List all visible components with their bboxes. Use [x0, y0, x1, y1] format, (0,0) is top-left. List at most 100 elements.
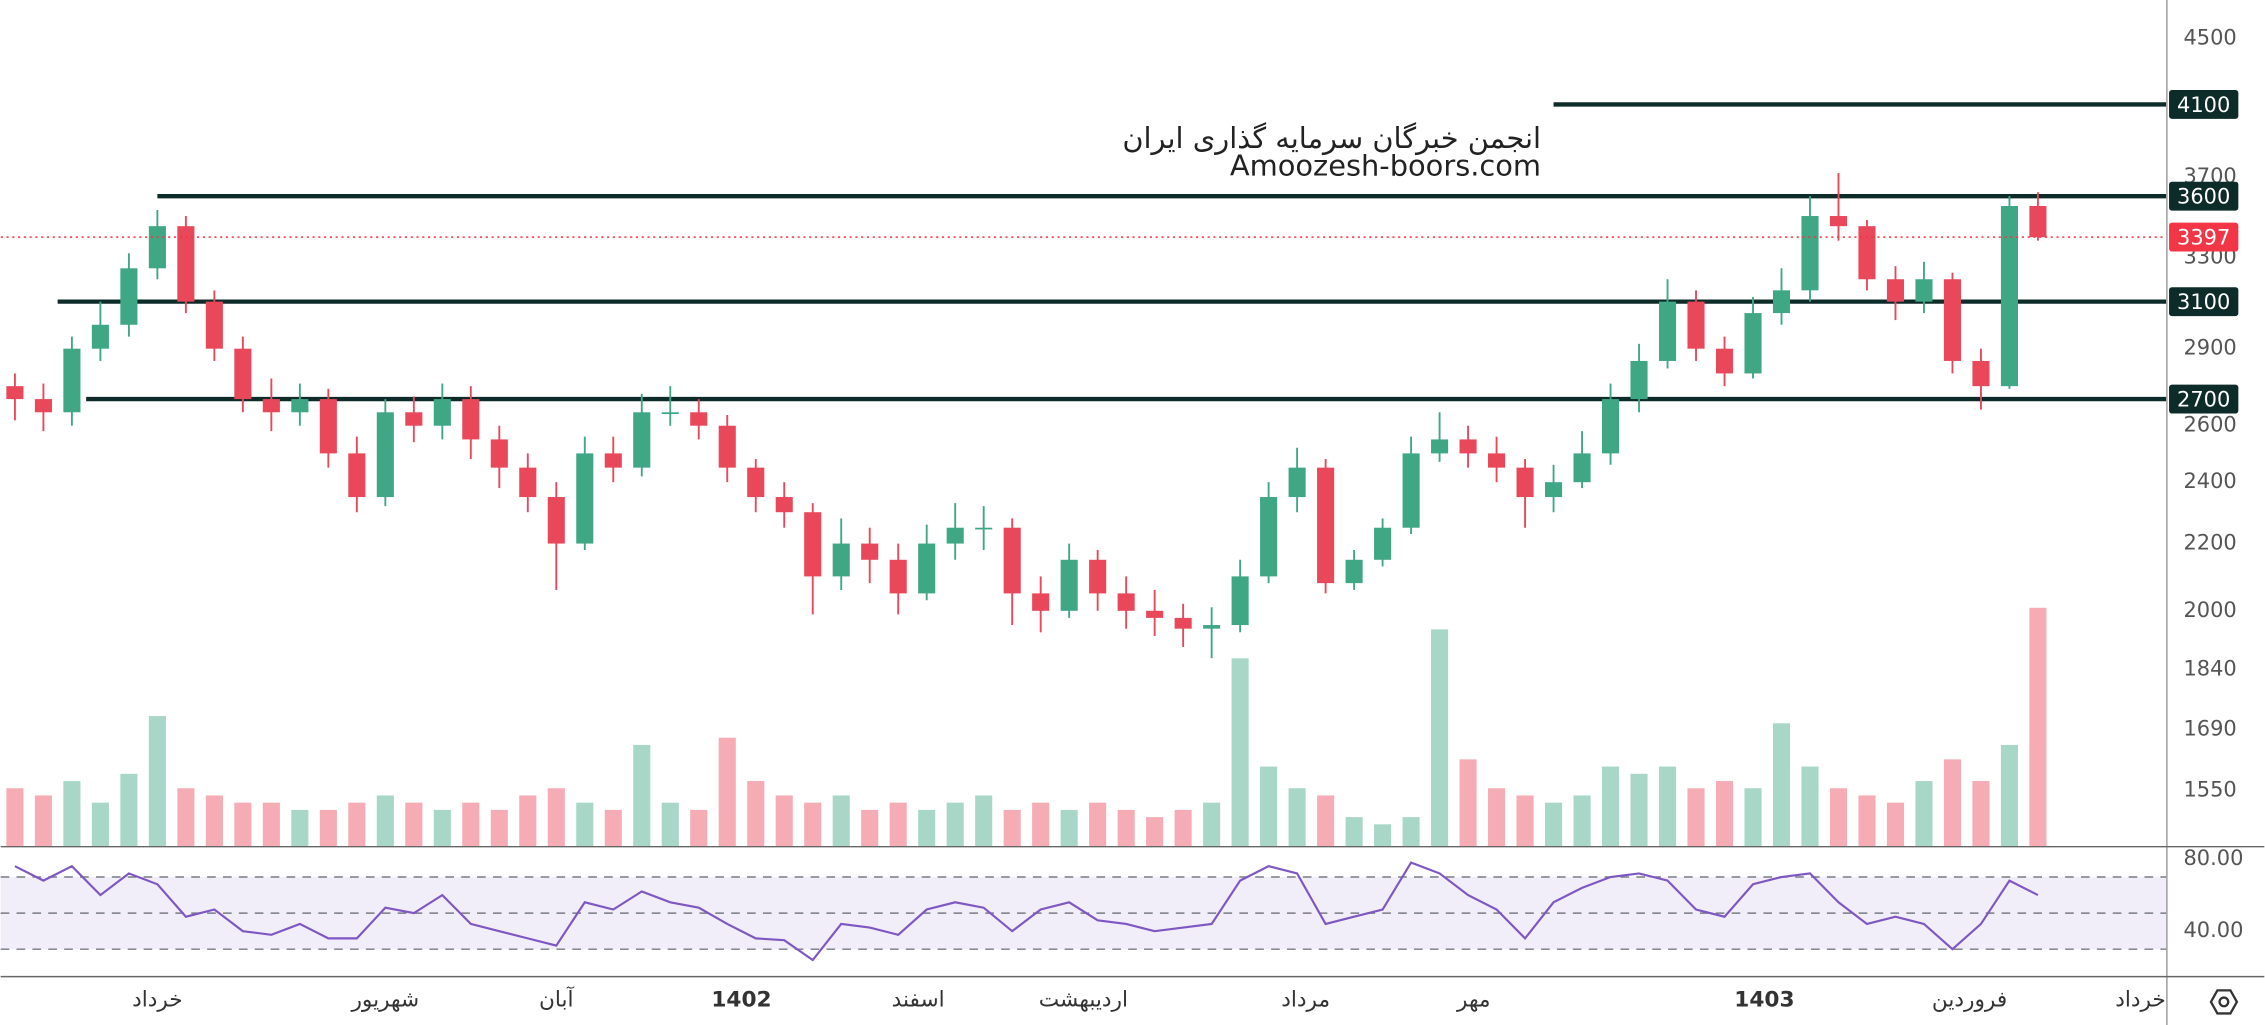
volume-bar — [1687, 788, 1705, 846]
candle-body — [1288, 467, 1306, 498]
volume-bar — [690, 809, 708, 846]
candle-body — [6, 386, 24, 400]
watermark-title: انجمن خبرگان سرمایه گذاری ایران — [1122, 121, 1541, 155]
candle-body — [348, 453, 366, 498]
volume-bar — [1260, 766, 1278, 846]
volume-bar — [205, 795, 223, 846]
candle-body — [547, 497, 565, 544]
candle-body — [2000, 206, 2018, 387]
x-tick-label: مرداد — [1281, 987, 1330, 1012]
candle-body — [205, 301, 223, 349]
volume-bar — [291, 809, 309, 846]
candle-body — [405, 412, 423, 426]
level-tag — [2169, 181, 2239, 211]
watermark-url: Amoozesh-boors.com — [1230, 148, 1541, 182]
level-label: 3600 — [2177, 185, 2230, 209]
candle-body — [433, 399, 451, 426]
y-tick-label: 1690 — [2183, 717, 2236, 741]
volume-bar — [1288, 788, 1306, 846]
candle-body — [1943, 279, 1962, 361]
volume-bar — [861, 809, 879, 846]
candle-body — [1801, 216, 1819, 291]
candle-body — [633, 412, 651, 468]
candle-body — [1488, 453, 1506, 468]
x-tick-label: خرداد — [132, 987, 183, 1012]
candle-body — [1374, 527, 1392, 560]
candle-body — [1829, 216, 1848, 227]
candle-body — [376, 412, 394, 498]
volume-bar — [547, 788, 565, 846]
candle-body — [519, 467, 537, 498]
candle-body — [1231, 576, 1249, 626]
volume-bar — [319, 809, 337, 846]
candle-body — [1260, 497, 1278, 577]
volume-bar — [1573, 795, 1591, 846]
level-label: 4100 — [2177, 93, 2230, 117]
candle-body — [718, 425, 736, 468]
volume-bar — [889, 802, 907, 846]
candle-body — [1772, 290, 1791, 314]
candle-body — [291, 399, 309, 413]
candle-body — [319, 399, 337, 454]
volume-bar — [1345, 817, 1363, 846]
candle-body — [1601, 399, 1620, 454]
volume-bar — [1003, 809, 1021, 846]
volume-bar — [376, 795, 394, 846]
candle-body — [1060, 559, 1078, 611]
candle-body — [1089, 559, 1107, 594]
settings-icon[interactable] — [2209, 989, 2239, 1015]
volume-bar — [1801, 766, 1819, 846]
candle-body — [1972, 360, 1990, 387]
y-tick-label: 2900 — [2183, 336, 2236, 360]
candle-body — [462, 399, 480, 440]
settings-icon-dot — [2218, 996, 2230, 1008]
volume-bar — [1203, 802, 1221, 846]
volume-bar — [804, 802, 822, 846]
volume-bar — [1715, 781, 1734, 846]
volume-bar — [91, 802, 109, 846]
x-tick-label: 1402 — [711, 987, 771, 1012]
candle-body — [234, 348, 252, 400]
x-tick-label: مهر — [1456, 987, 1491, 1012]
volume-bar — [177, 788, 195, 846]
level-label: 3100 — [2177, 290, 2230, 314]
candle-body — [1203, 625, 1221, 629]
candle-body — [91, 324, 109, 349]
level-tag — [2169, 384, 2239, 414]
candle-body — [1032, 593, 1050, 611]
volume-bar — [633, 744, 651, 846]
x-tick-label: اسفند — [892, 987, 945, 1012]
candle-body — [946, 527, 964, 544]
volume-bar — [1516, 795, 1534, 846]
volume-bar — [1744, 788, 1762, 846]
candle-body — [1630, 360, 1648, 400]
y-tick-label: 2000 — [2183, 598, 2236, 622]
y-tick-label: 2600 — [2183, 413, 2236, 437]
volume-bar — [1829, 788, 1848, 846]
candle-body — [1003, 527, 1021, 594]
candle-body — [576, 453, 594, 544]
candle-body — [1687, 301, 1705, 349]
y-tick-label: 2200 — [2183, 531, 2236, 555]
candle-body — [1117, 593, 1135, 611]
candle-body — [1459, 439, 1477, 454]
volume-bar — [1402, 817, 1420, 846]
volume-bar — [1431, 629, 1449, 846]
volume-bar — [1032, 802, 1050, 846]
candle-body — [918, 543, 936, 594]
volume-bar — [1060, 809, 1078, 846]
x-tick-label: شهریور — [350, 987, 419, 1012]
candle-body — [1715, 348, 1734, 374]
candle-body — [1146, 610, 1164, 618]
y-tick-label: 1840 — [2183, 657, 2236, 681]
volume-bar — [1488, 788, 1506, 846]
candle-body — [1431, 439, 1449, 454]
volume-bar — [519, 795, 537, 846]
candle-body — [2029, 206, 2047, 238]
volume-bar — [1146, 817, 1164, 846]
level-label: 2700 — [2177, 388, 2230, 412]
volume-bar — [1858, 795, 1876, 846]
